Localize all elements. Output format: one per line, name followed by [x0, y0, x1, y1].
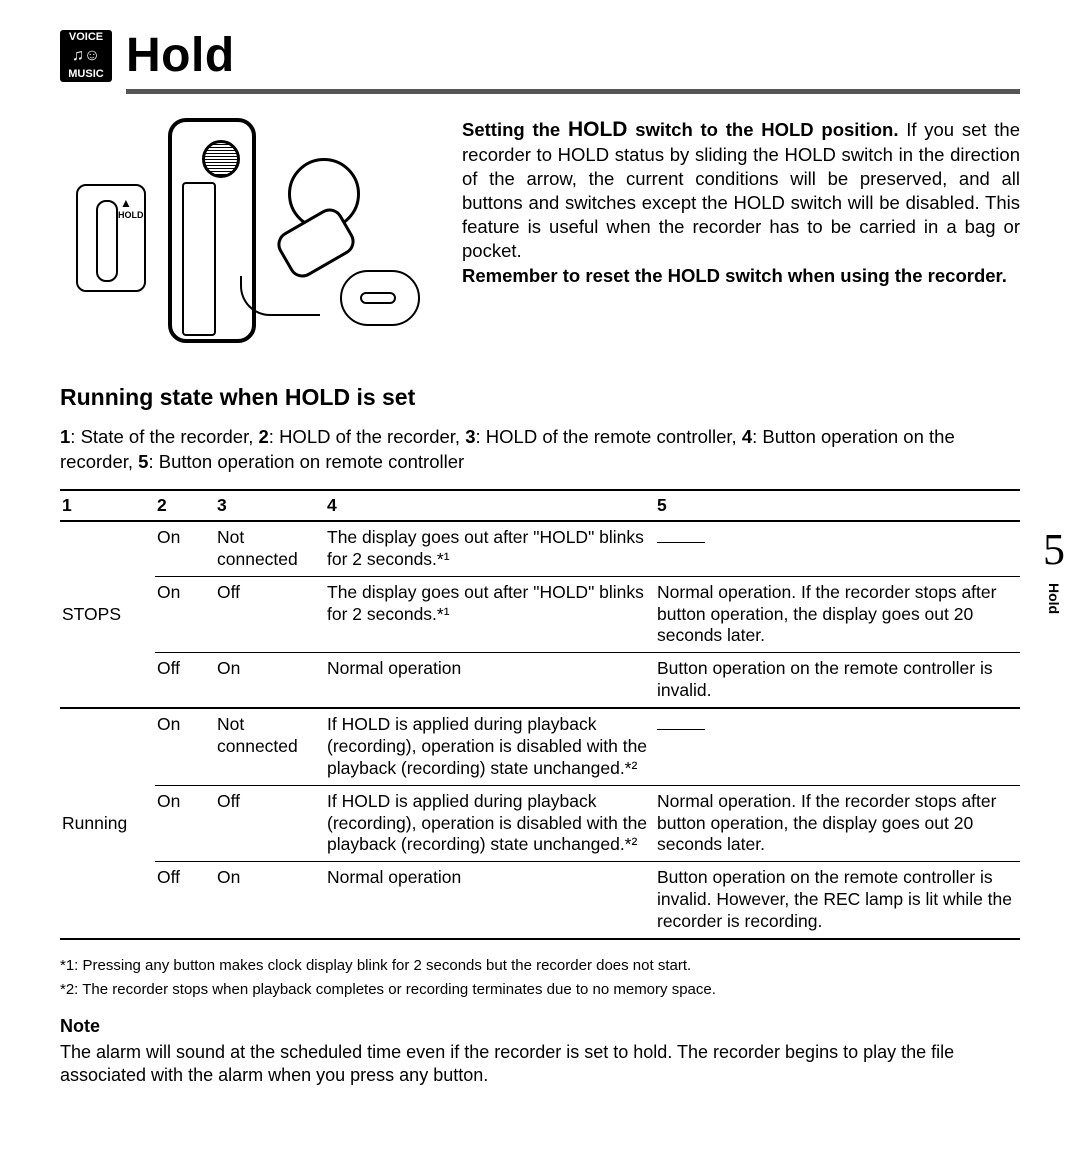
hold-label: HOLD: [118, 210, 144, 220]
th-1: 1: [60, 490, 155, 521]
cell: On: [155, 576, 215, 653]
note-text: The alarm will sound at the scheduled ti…: [60, 1041, 1020, 1088]
intro-reminder: Remember to reset the HOLD switch when u…: [462, 265, 1007, 286]
vm-bottom: MUSIC: [62, 69, 110, 80]
state-cell: STOPS: [60, 521, 155, 708]
cell: On: [215, 653, 325, 708]
footnotes: *1: Pressing any button makes clock disp…: [60, 954, 1020, 1002]
cell: Normal operation: [325, 653, 655, 708]
cell: [655, 521, 1020, 576]
table-row: OffOnNormal operationButton operation on…: [60, 862, 1020, 939]
table-row: RunningOnNot connectedIf HOLD is applied…: [60, 708, 1020, 785]
legend-n4: 4: [742, 426, 752, 447]
cell: Normal operation: [325, 862, 655, 939]
voice-music-icon: VOICE ♫☺ MUSIC: [60, 30, 112, 82]
cell: Not connected: [215, 708, 325, 785]
cell: On: [215, 862, 325, 939]
hold-state-table: 1 2 3 4 5 STOPSOnNot connectedThe displa…: [60, 489, 1020, 940]
cell: On: [155, 521, 215, 576]
th-2: 2: [155, 490, 215, 521]
legend-n3: 3: [465, 426, 475, 447]
intro-body: If you set the recorder to HOLD status b…: [462, 119, 1020, 261]
table-row: OnOffThe display goes out after "HOLD" b…: [60, 576, 1020, 653]
cell: On: [155, 785, 215, 862]
table-legend: 1: State of the recorder, 2: HOLD of the…: [60, 425, 1020, 475]
cell: Off: [155, 653, 215, 708]
table-row: OffOnNormal operationButton operation on…: [60, 653, 1020, 708]
cell: On: [155, 708, 215, 785]
footnote-1: *1: Pressing any button makes clock disp…: [60, 954, 1020, 978]
remote-hold-callout: [340, 270, 420, 326]
vm-top: VOICE: [62, 32, 110, 43]
side-chapter-label: Hold: [1046, 583, 1062, 614]
cell: Off: [215, 576, 325, 653]
recorder-icon: [168, 118, 256, 343]
page-title: Hold: [126, 28, 235, 83]
table-row: OnOffIf HOLD is applied during playback …: [60, 785, 1020, 862]
intro-heading-bold: HOLD: [568, 118, 628, 141]
hold-switch-callout: ▲ HOLD: [76, 184, 146, 292]
cell: Not connected: [215, 521, 325, 576]
cell: Button operation on the remote controlle…: [655, 862, 1020, 939]
cell: The display goes out after "HOLD" blinks…: [325, 576, 655, 653]
cell: Off: [215, 785, 325, 862]
side-tab: 5 Hold: [1028, 524, 1080, 614]
device-illustration: ▲ HOLD: [60, 116, 440, 356]
intro-heading-post: switch to the HOLD position.: [627, 119, 898, 140]
cell: If HOLD is applied during playback (reco…: [325, 708, 655, 785]
note-heading: Note: [60, 1016, 1020, 1037]
legend-n1: 1: [60, 426, 70, 447]
cell: Normal operation. If the recorder stops …: [655, 785, 1020, 862]
legend-n2: 2: [259, 426, 269, 447]
legend-t3: : HOLD of the remote controller,: [476, 426, 742, 447]
intro-heading-pre: Setting the: [462, 119, 568, 140]
footnote-2: *2: The recorder stops when playback com…: [60, 978, 1020, 1002]
remote-icon: [260, 146, 410, 326]
cell: Normal operation. If the recorder stops …: [655, 576, 1020, 653]
legend-t1: : State of the recorder,: [70, 426, 258, 447]
cell: [655, 708, 1020, 785]
cell: Off: [155, 862, 215, 939]
table-header-row: 1 2 3 4 5: [60, 490, 1020, 521]
legend-n5: 5: [138, 451, 148, 472]
th-4: 4: [325, 490, 655, 521]
side-chapter-number: 5: [1028, 524, 1080, 575]
vm-note: ♫☺: [62, 48, 110, 64]
legend-t2: : HOLD of the recorder,: [269, 426, 465, 447]
dash-icon: [657, 542, 705, 543]
title-rule: [126, 89, 1020, 94]
th-3: 3: [215, 490, 325, 521]
table-row: STOPSOnNot connectedThe display goes out…: [60, 521, 1020, 576]
cell: If HOLD is applied during playback (reco…: [325, 785, 655, 862]
intro-text: Setting the HOLD switch to the HOLD posi…: [462, 116, 1020, 356]
legend-t5: : Button operation on remote controller: [148, 451, 464, 472]
state-cell: Running: [60, 708, 155, 939]
section-heading: Running state when HOLD is set: [60, 384, 1020, 411]
cell: Button operation on the remote controlle…: [655, 653, 1020, 708]
dash-icon: [657, 729, 705, 730]
cell: The display goes out after "HOLD" blinks…: [325, 521, 655, 576]
th-5: 5: [655, 490, 1020, 521]
